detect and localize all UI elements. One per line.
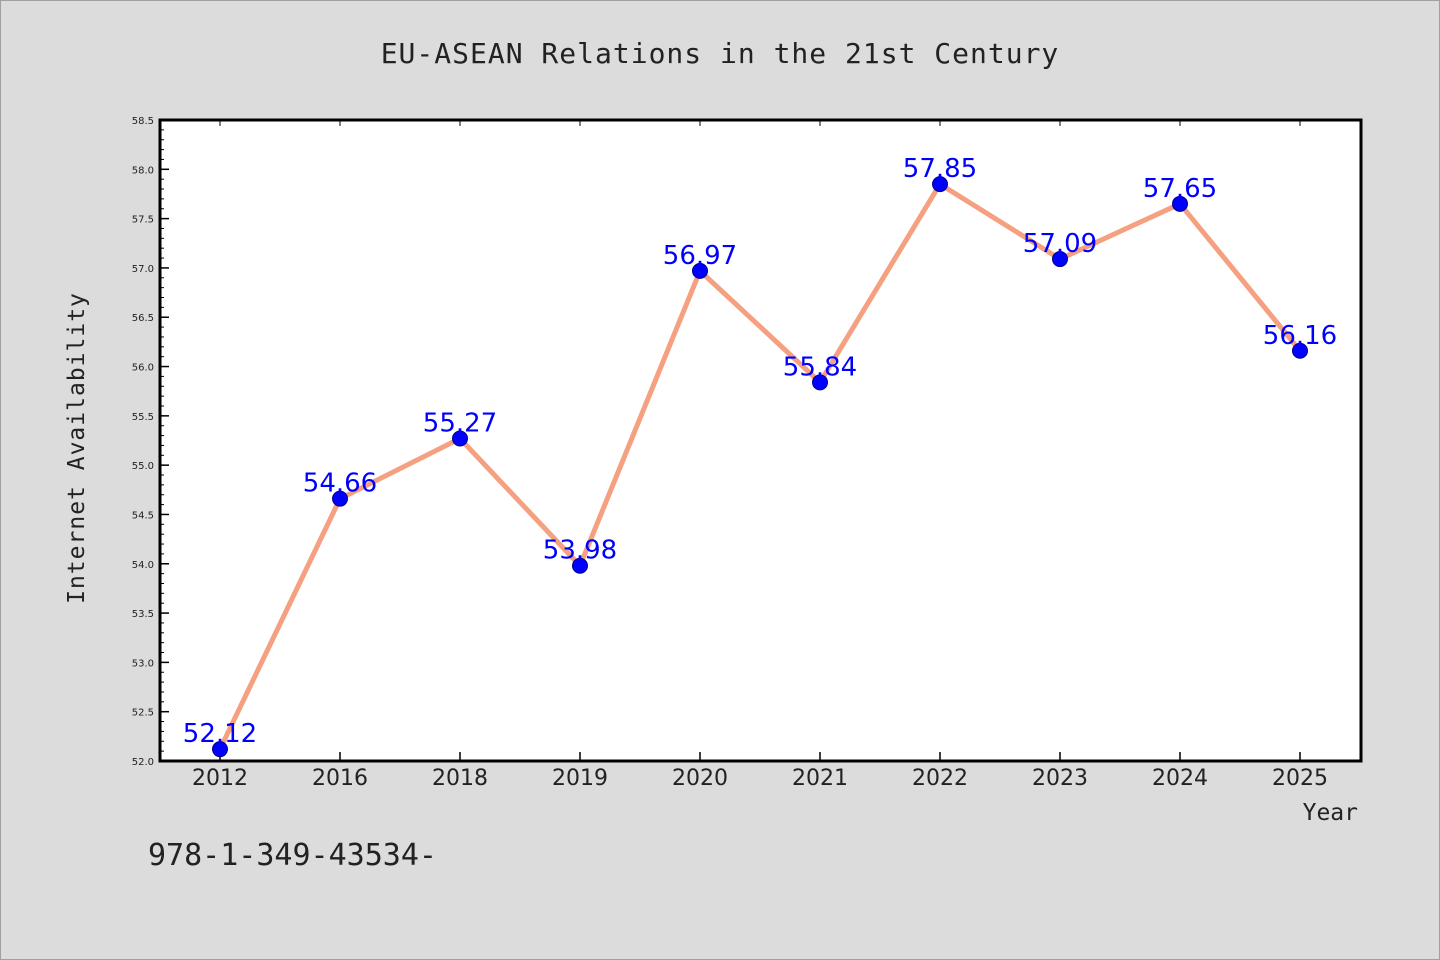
data-point (452, 430, 468, 447)
data-labels-layer: 52.12 54.66 55.27 53.98 56.97 55.84 57.85 57.09… (183, 154, 1337, 749)
y-tick-label: 54.5 (132, 510, 154, 521)
data-label: 55.27 (423, 409, 497, 439)
data-label: 57.09 (1023, 229, 1097, 259)
y-tick-label: 54.0 (132, 560, 154, 571)
y-tick-label: 52.5 (132, 708, 154, 719)
x-tick-label: 2019 (552, 766, 608, 791)
plot-area (160, 120, 1361, 761)
data-point (692, 262, 708, 279)
y-tick-label: 55.0 (132, 461, 154, 472)
y-tick-label: 57.0 (132, 264, 154, 275)
x-tick-label: 2022 (912, 766, 968, 791)
data-point (1292, 342, 1308, 359)
x-tick-label: 2021 (792, 766, 848, 791)
x-tick-label: 2012 (192, 766, 248, 791)
series-layer (212, 176, 1308, 758)
data-label: 53.98 (543, 536, 617, 566)
x-tick-label: 2025 (1272, 766, 1328, 791)
data-label: 52.12 (183, 719, 257, 749)
data-point (1052, 251, 1068, 268)
y-tick-label: 53.5 (132, 609, 154, 620)
x-axis-label: Year (1303, 800, 1358, 826)
data-point (332, 490, 348, 507)
y-tick-label: 52.0 (132, 757, 154, 768)
data-label: 57.85 (903, 154, 977, 184)
y-tick-label: 57.5 (132, 215, 154, 226)
y-tick-label: 55.5 (132, 412, 154, 423)
x-tick-label: 2016 (312, 766, 368, 791)
x-tick-label: 2024 (1152, 766, 1208, 791)
data-point (1172, 195, 1188, 212)
data-point (932, 176, 948, 193)
chart-title: EU-ASEAN Relations in the 21st Century (381, 37, 1060, 70)
data-label: 56.97 (663, 241, 737, 271)
x-tick-label: 2018 (432, 766, 488, 791)
x-axis-ticks: 2012 2016 2018 2019 2020 2021 2022 2023 2024 2025 (192, 120, 1328, 791)
data-label: 57.65 (1143, 174, 1217, 204)
y-tick-label: 53.0 (132, 658, 154, 669)
x-tick-label: 2020 (672, 766, 728, 791)
data-point (572, 557, 588, 574)
y-tick-label: 56.0 (132, 363, 154, 374)
data-label: 54.66 (303, 469, 377, 499)
x-tick-label: 2023 (1032, 766, 1088, 791)
y-tick-label: 58.5 (132, 116, 154, 127)
series-line (217, 181, 1303, 752)
data-label: 55.84 (783, 352, 857, 382)
y-axis-label: Internet Availability (64, 292, 90, 604)
data-point (212, 741, 228, 758)
y-tick-label: 58.0 (132, 165, 154, 176)
plot-frame (158, 118, 1363, 763)
y-tick-label: 56.5 (132, 313, 154, 324)
data-label: 56.16 (1263, 321, 1337, 351)
data-point (812, 374, 828, 391)
footer-text: 978-1-349-43534- (148, 838, 437, 873)
